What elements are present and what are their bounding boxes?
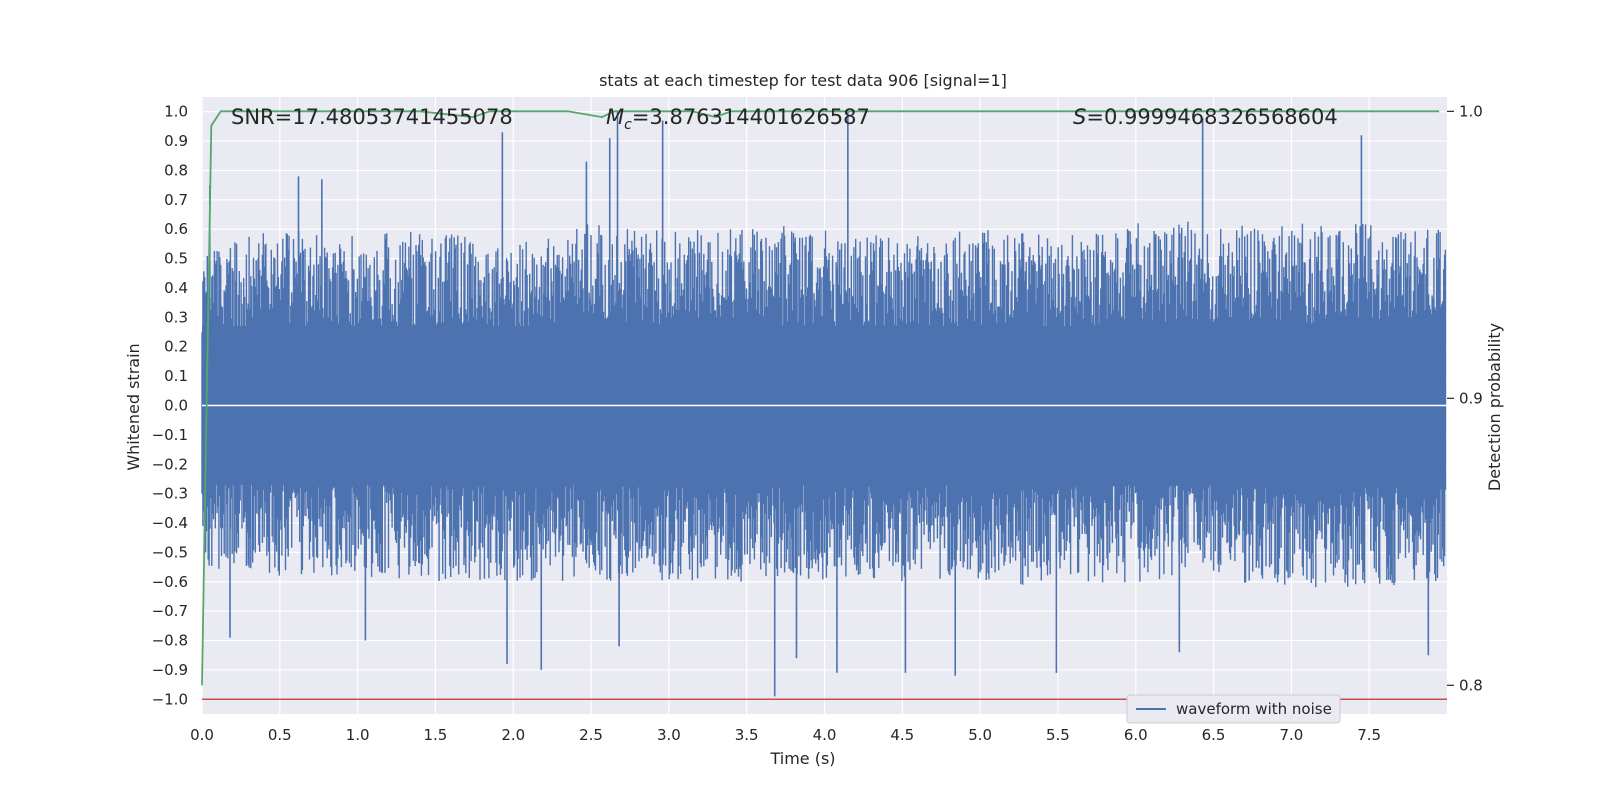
y-tick-label: −0.6 <box>152 573 188 591</box>
x-tick-label: 6.0 <box>1124 726 1148 744</box>
snr-annotation: SNR=17.48053741455078 <box>231 105 513 129</box>
probability-line <box>201 110 1440 686</box>
chirp-mass-symbol: M <box>606 105 624 129</box>
y-tick-label: −0.2 <box>152 455 188 473</box>
x-tick-label: 0.5 <box>268 726 292 744</box>
y-tick-label: −0.9 <box>152 661 188 679</box>
x-tick-label: 4.0 <box>813 726 837 744</box>
y-tick-label: −0.8 <box>152 632 188 650</box>
y-tick-label: 0.8 <box>164 161 188 179</box>
y-tick-label: 0.9 <box>164 132 188 150</box>
x-tick-label: 5.5 <box>1046 726 1070 744</box>
x-tick-label: 3.0 <box>657 726 681 744</box>
y-tick-label: −0.7 <box>152 602 188 620</box>
y-axis-ticks: 1.0 0.9 0.8 0.7 0.6 0.5 0.4 0.3 0.2 0.1 0.0 −0.1 −0.… <box>152 103 188 709</box>
y-tick-label: 1.0 <box>164 103 188 121</box>
legend: waveform with noise <box>1126 694 1341 724</box>
score-value: =0.9999468326568604 <box>1086 105 1337 129</box>
y-tick-label: −0.1 <box>152 426 188 444</box>
score-annotation: S=0.9999468326568604 <box>1073 105 1338 129</box>
x-tick-label: 1.0 <box>346 726 370 744</box>
probability-series <box>201 110 1440 686</box>
x-tick-label: 3.5 <box>735 726 759 744</box>
x-tick-label: 2.0 <box>501 726 525 744</box>
x-axis-label: Time (s) <box>769 749 835 768</box>
y-tick-label: 0.1 <box>164 367 188 385</box>
y-tick-label: −0.3 <box>152 485 188 503</box>
chirp-mass-value: =3.876314401626587 <box>632 105 870 129</box>
y-tick-label: 0.2 <box>164 338 188 356</box>
x-tick-label: 1.5 <box>424 726 448 744</box>
x-tick-label: 2.5 <box>579 726 603 744</box>
score-symbol: S <box>1073 105 1086 129</box>
x-tick-label: 6.5 <box>1202 726 1226 744</box>
y2-tick-label: 0.8 <box>1459 676 1483 694</box>
y2-tick-label: 0.9 <box>1459 389 1483 407</box>
x-tick-label: 7.5 <box>1357 726 1381 744</box>
y-tick-label: 0.4 <box>164 279 188 297</box>
legend-box <box>1126 694 1341 724</box>
x-tick-label: 0.0 <box>190 726 214 744</box>
x-axis-ticks: 0.0 0.5 1.0 1.5 2.0 2.5 3.0 3.5 4.0 4.5 5.0 5.5 6.0 6… <box>190 726 1381 744</box>
y2-tick-label: 1.0 <box>1459 102 1483 120</box>
y2-axis-label: Detection probability <box>1485 323 1504 491</box>
x-tick-label: 5.0 <box>968 726 992 744</box>
legend-label: waveform with noise <box>1176 700 1332 718</box>
y-tick-label: 0.5 <box>164 250 188 268</box>
y-tick-label: 0.3 <box>164 308 188 326</box>
chirp-mass-subscript: c <box>624 117 632 133</box>
y-tick-label: −1.0 <box>152 690 188 708</box>
y-tick-label: 0.7 <box>164 191 188 209</box>
x-tick-label: 4.5 <box>890 726 914 744</box>
y2-axis-ticks: 1.0 0.9 0.8 <box>1447 102 1483 694</box>
chart-title: stats at each timestep for test data 906… <box>599 71 1007 90</box>
chirp-mass-annotation: Mc=3.876314401626587 <box>606 105 870 133</box>
y-tick-label: −0.4 <box>152 514 188 532</box>
y-axis-label: Whitened strain <box>124 343 143 470</box>
x-tick-label: 7.0 <box>1279 726 1303 744</box>
y-tick-label: 0.6 <box>164 220 188 238</box>
y-tick-label: 0.0 <box>164 397 188 415</box>
y-tick-label: −0.5 <box>152 543 188 561</box>
